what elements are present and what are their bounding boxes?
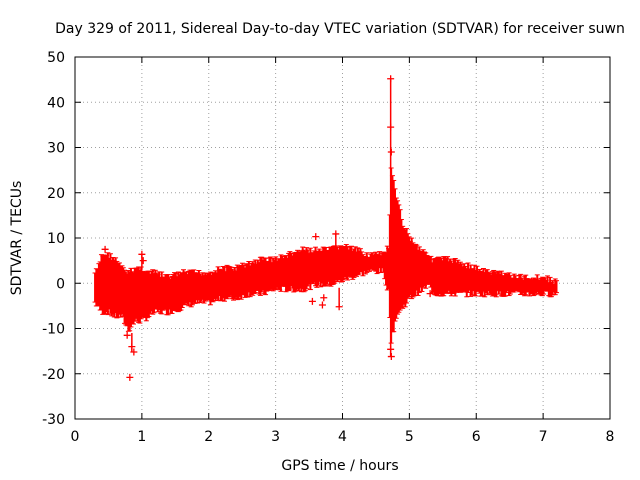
y-tick-label: 40 (47, 95, 65, 111)
data-layer (92, 75, 559, 381)
ticks: 0 1 2 3 4 5 6 7 8 -30 -20 -10 0 10 20 30 40 50 (42, 50, 614, 445)
x-axis-label: GPS time / hours (281, 458, 398, 474)
data-point (387, 123, 395, 131)
data-point (130, 348, 138, 356)
data-point (387, 75, 395, 83)
x-tick-label: 5 (405, 429, 414, 445)
x-tick-label: 0 (71, 429, 80, 445)
data-point (101, 245, 109, 253)
chart-title: Day 329 of 2011, Sidereal Day-to-day VTE… (55, 21, 625, 37)
x-tick-label: 6 (472, 429, 481, 445)
x-tick-label: 4 (338, 429, 347, 445)
data-point (426, 290, 434, 298)
data-point (128, 343, 136, 351)
data-point (332, 230, 340, 238)
grid (75, 57, 610, 419)
y-tick-label: 0 (56, 276, 65, 292)
y-tick-label: -30 (42, 412, 65, 428)
x-tick-label: 2 (204, 429, 213, 445)
data-point (387, 353, 395, 361)
data-point (123, 331, 131, 339)
data-point (308, 297, 316, 305)
x-tick-label: 7 (539, 429, 548, 445)
data-point (318, 301, 326, 309)
data-point (126, 373, 134, 381)
data-point (335, 303, 343, 311)
y-tick-label: -10 (42, 322, 65, 338)
y-tick-label: -20 (42, 367, 65, 383)
y-axis-label: SDTVAR / TECUs (9, 181, 25, 296)
y-tick-label: 30 (47, 141, 65, 157)
data-point (387, 345, 395, 353)
y-tick-label: 20 (47, 186, 65, 202)
x-tick-label: 1 (137, 429, 146, 445)
data-point (387, 148, 395, 156)
y-tick-label: 50 (47, 50, 65, 66)
data-point (138, 250, 146, 258)
data-point (139, 257, 147, 265)
y-tick-label: 10 (47, 231, 65, 247)
x-tick-label: 8 (606, 429, 615, 445)
data-point (320, 294, 328, 302)
data-point (312, 233, 320, 241)
x-tick-label: 3 (271, 429, 280, 445)
